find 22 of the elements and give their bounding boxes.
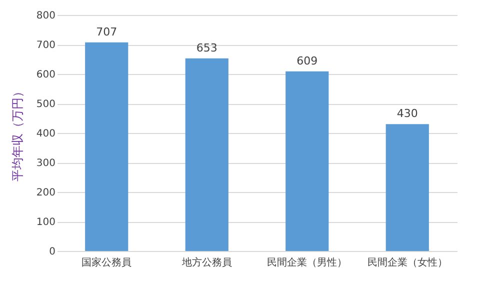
y-tick-label: 700 [36,40,56,51]
x-tick-label: 民間企業（男性） [267,256,348,268]
bar [386,124,429,251]
y-axis-title: 平均年収（万円） [10,86,24,182]
y-tick-label: 400 [36,128,56,140]
y-tick-label: 100 [36,217,56,228]
x-tick-label: 国家公務員 [82,256,132,268]
bar [85,42,128,251]
data-label: 430 [396,107,418,120]
bar [286,71,329,251]
bar [185,58,228,251]
x-tick-label: 民間企業（女性） [367,256,448,268]
x-tick-label: 地方公務員 [180,256,232,268]
data-label: 653 [196,41,218,54]
y-tick-label: 800 [36,10,56,22]
y-tick-label: 600 [36,70,56,80]
y-tick-label: 300 [36,158,56,169]
y-tick-label: 500 [36,99,56,110]
y-tick-label: 200 [36,188,56,198]
data-label: 707 [96,25,118,38]
data-label: 609 [296,54,318,68]
y-tick-label: 0 [49,246,56,258]
